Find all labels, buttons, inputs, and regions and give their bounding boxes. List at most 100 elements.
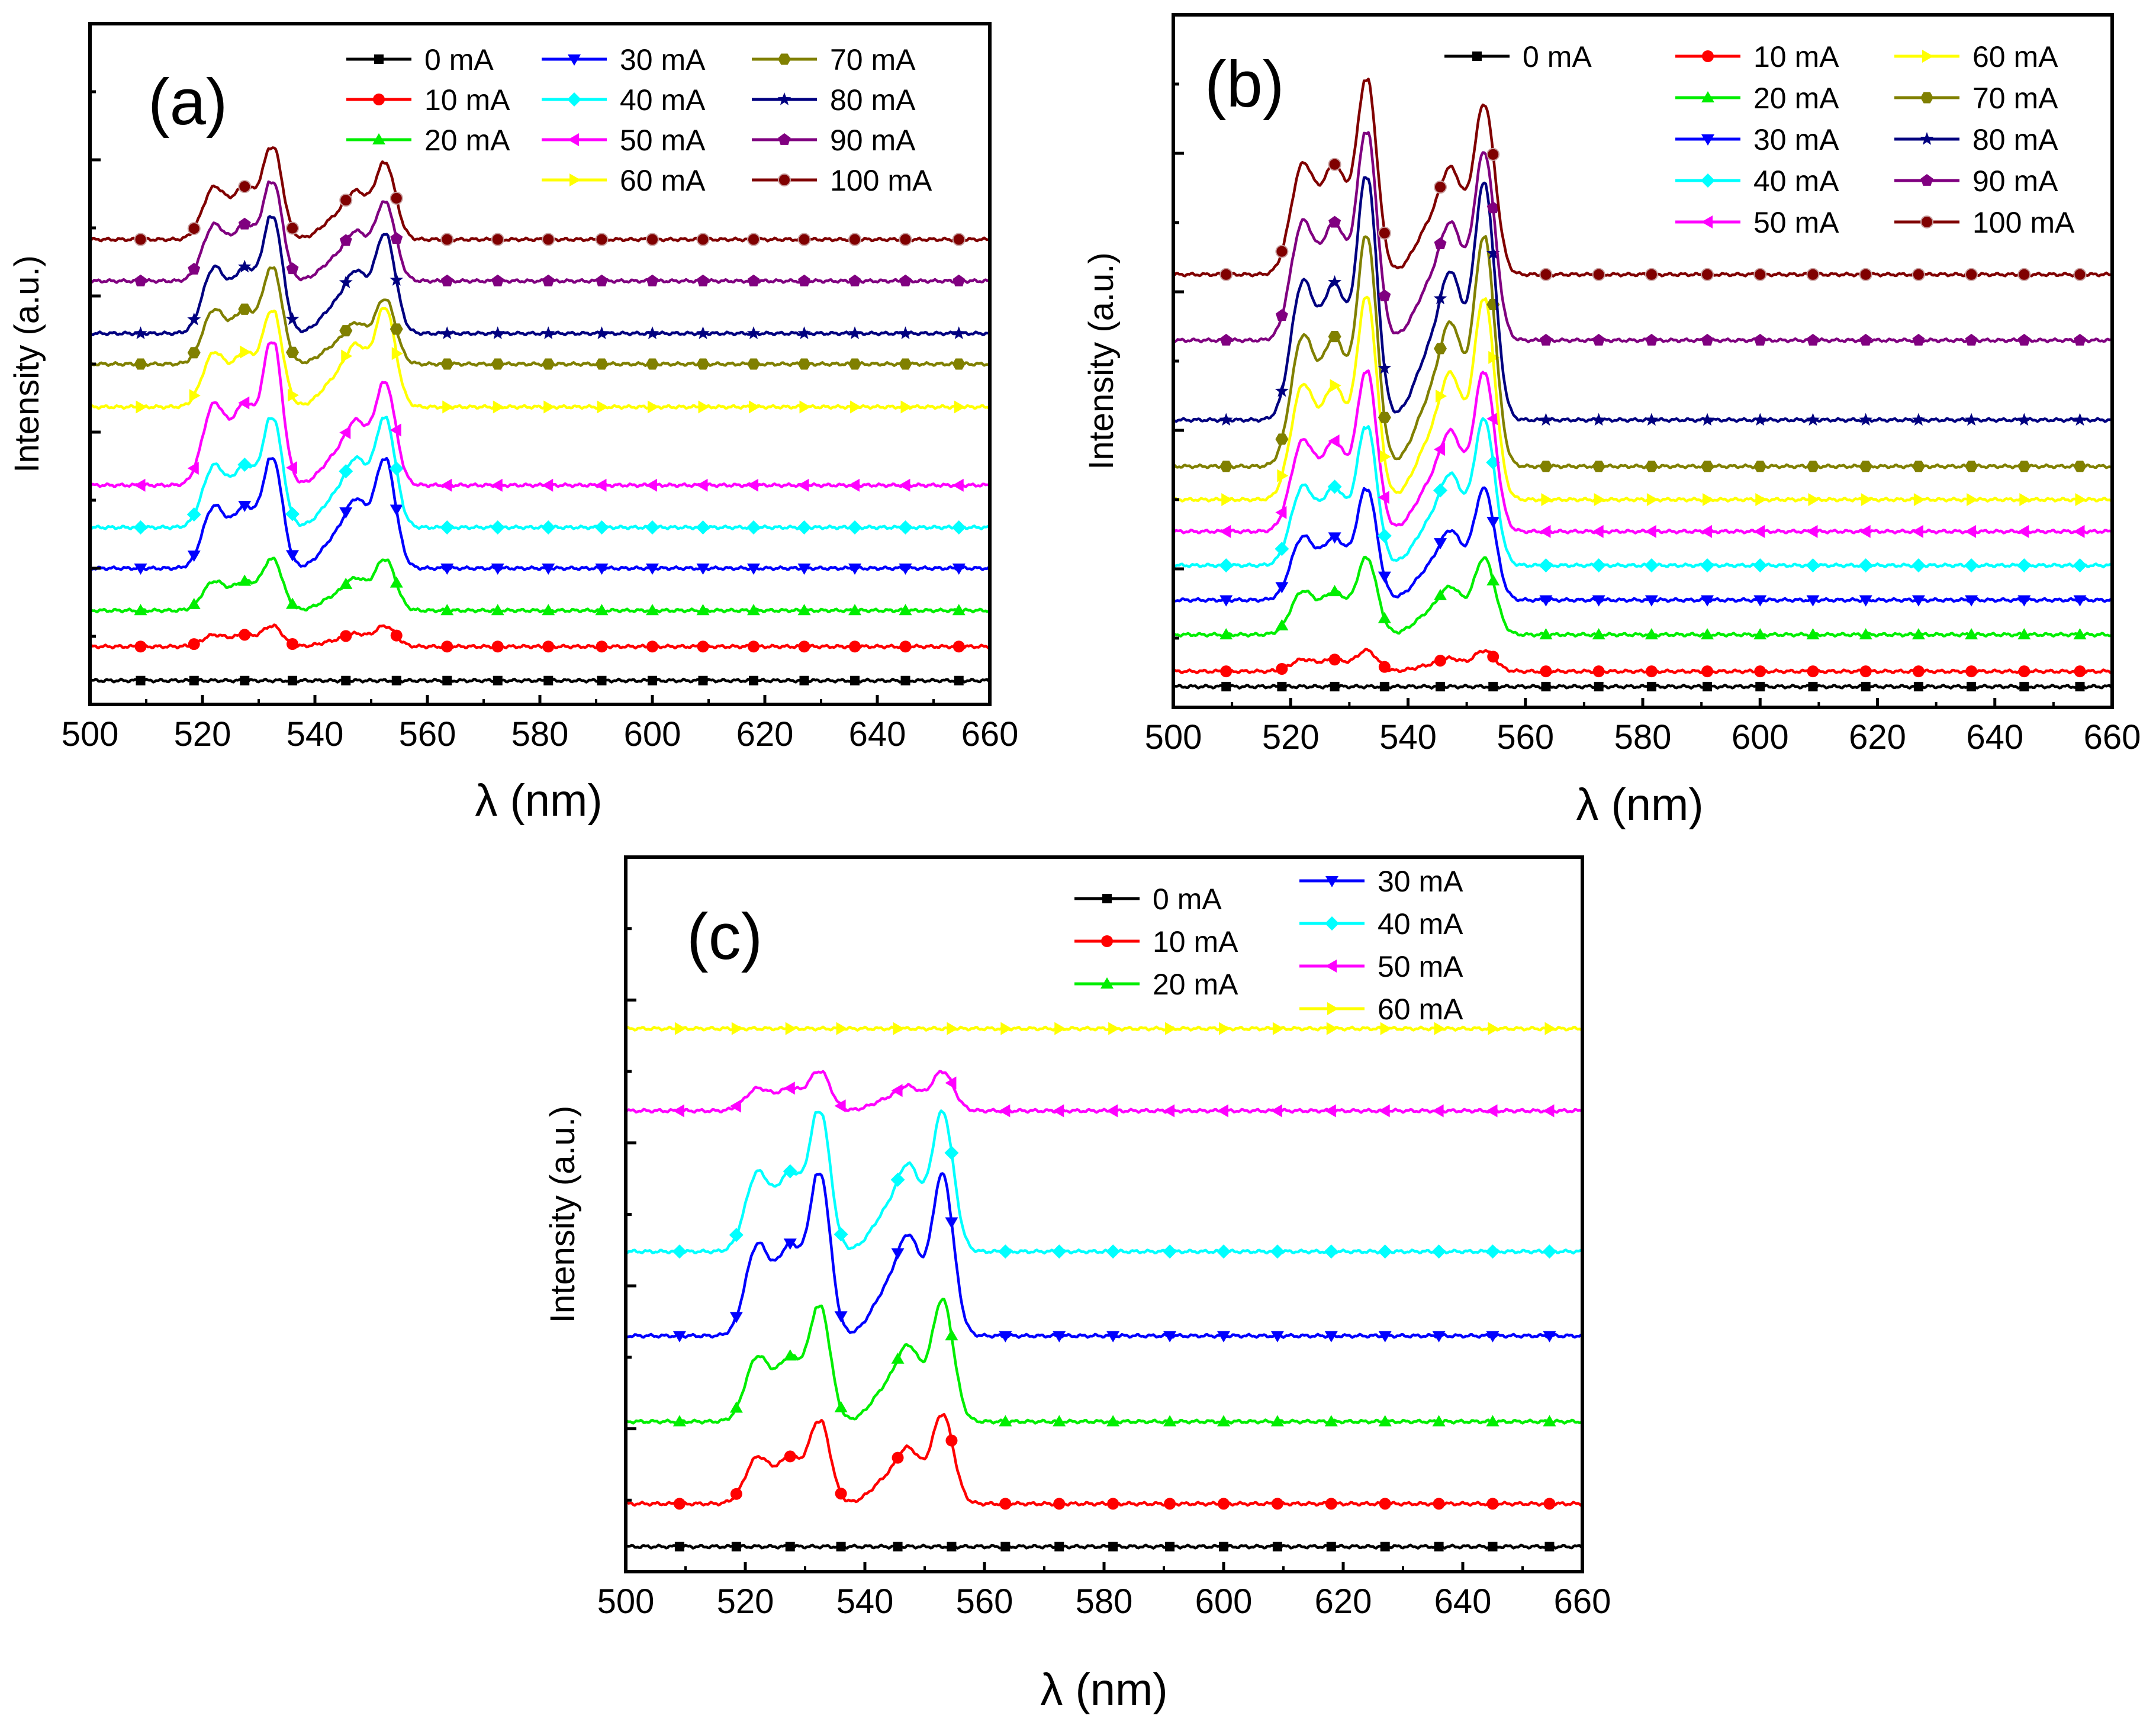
data-point [1967, 493, 1978, 506]
data-point [1646, 681, 1656, 691]
data-point [947, 1541, 957, 1551]
data-point [891, 1352, 905, 1364]
data-point [1912, 665, 1925, 678]
legend-item-70-ma: 70 mA [1894, 82, 2058, 115]
data-point [442, 400, 454, 414]
data-point [1701, 595, 1714, 607]
data-point [1434, 655, 1447, 667]
data-point [1328, 215, 1341, 228]
data-point [339, 275, 353, 288]
data-point [1328, 157, 1341, 171]
legend-label: 0 mA [1153, 883, 1222, 916]
legend-marker [778, 173, 791, 186]
data-point [834, 1311, 848, 1323]
data-point [1488, 350, 1500, 364]
series-line [1173, 683, 2112, 690]
data-point [1965, 665, 1978, 678]
data-point [1164, 1498, 1176, 1510]
data-point [2019, 493, 2031, 506]
series-line [1173, 295, 2112, 503]
data-point [1594, 681, 1604, 691]
legend-label: 20 mA [1153, 968, 1238, 1001]
legend-label: 20 mA [1753, 82, 1839, 115]
data-point [1432, 1415, 1446, 1427]
data-point [1965, 333, 1978, 346]
y-axis-label: Intensity (a.u.) [8, 255, 46, 472]
data-point [339, 234, 352, 246]
data-point [238, 396, 250, 410]
data-point [541, 520, 556, 535]
data-point [900, 675, 910, 685]
data-point [1163, 1244, 1177, 1259]
data-point [1912, 524, 1923, 538]
data-point [2073, 595, 2087, 607]
data-point [1270, 1244, 1285, 1259]
data-point [1326, 1022, 1338, 1035]
series-60-ma [626, 1022, 1582, 1035]
data-point [747, 478, 758, 492]
series-20-ma [1173, 555, 2112, 640]
data-point [698, 675, 708, 685]
data-point [1701, 333, 1714, 346]
data-point [1753, 558, 1768, 573]
data-point [1701, 268, 1714, 281]
data-point [1486, 1331, 1499, 1343]
data-point [390, 273, 404, 286]
data-point [2017, 333, 2030, 346]
data-point [1432, 1104, 1444, 1118]
data-point [134, 358, 147, 370]
x-tick-label: 660 [961, 715, 1019, 754]
data-point [899, 274, 912, 287]
data-point [1220, 665, 1233, 678]
data-point [390, 423, 401, 437]
data-point [1913, 493, 1925, 506]
data-point [1806, 595, 1820, 607]
legend-label: 50 mA [1378, 950, 1463, 983]
x-tick-label: 560 [399, 715, 456, 754]
data-point [899, 233, 912, 246]
data-point [1330, 681, 1340, 691]
data-point [1276, 662, 1288, 675]
legend-label: 70 mA [830, 43, 916, 76]
data-point [1219, 333, 1233, 346]
legend-item-0-ma: 0 mA [346, 43, 494, 76]
data-point [999, 1415, 1012, 1427]
data-point [646, 564, 659, 575]
legend-item-40-ma: 40 mA [542, 83, 706, 117]
data-point [785, 1541, 795, 1551]
data-point [1543, 1415, 1556, 1427]
data-point [1806, 558, 1820, 573]
data-point [899, 326, 912, 339]
data-point [134, 640, 147, 653]
data-point [1701, 461, 1714, 472]
legend-item-90-ma: 90 mA [752, 124, 916, 157]
data-point [696, 358, 710, 370]
legend: 0 mA 10 mA 20 mA 30 mA 40 mA 50 mA 60 mA 70 mA 8… [346, 43, 932, 197]
x-axis-label: λ (nm) [1576, 780, 1703, 830]
panel-label: (b) [1205, 48, 1284, 121]
legend-label: 100 mA [1972, 206, 2075, 239]
data-point [1326, 1541, 1336, 1551]
data-point [1488, 1541, 1498, 1551]
data-point [1486, 517, 1500, 529]
legend-marker [1920, 92, 1933, 104]
data-point [1436, 681, 1446, 691]
x-tick-label: 580 [1076, 1582, 1133, 1621]
data-point [440, 233, 454, 246]
data-point [543, 675, 554, 685]
data-point [1486, 246, 1500, 259]
legend-item-100-ma: 100 mA [1894, 206, 2075, 239]
series-line [90, 416, 990, 530]
data-point [1592, 665, 1605, 678]
data-point [286, 597, 299, 609]
data-point [1539, 628, 1553, 640]
data-point [797, 233, 811, 246]
y-axis-label: Intensity (a.u.) [1082, 252, 1121, 469]
series-80-ma [90, 215, 990, 339]
x-tick-label: 560 [956, 1582, 1013, 1621]
data-point [1592, 268, 1605, 281]
data-point [390, 504, 403, 516]
data-point [339, 426, 351, 439]
legend-label: 90 mA [1972, 165, 2058, 198]
data-point [1378, 661, 1391, 673]
